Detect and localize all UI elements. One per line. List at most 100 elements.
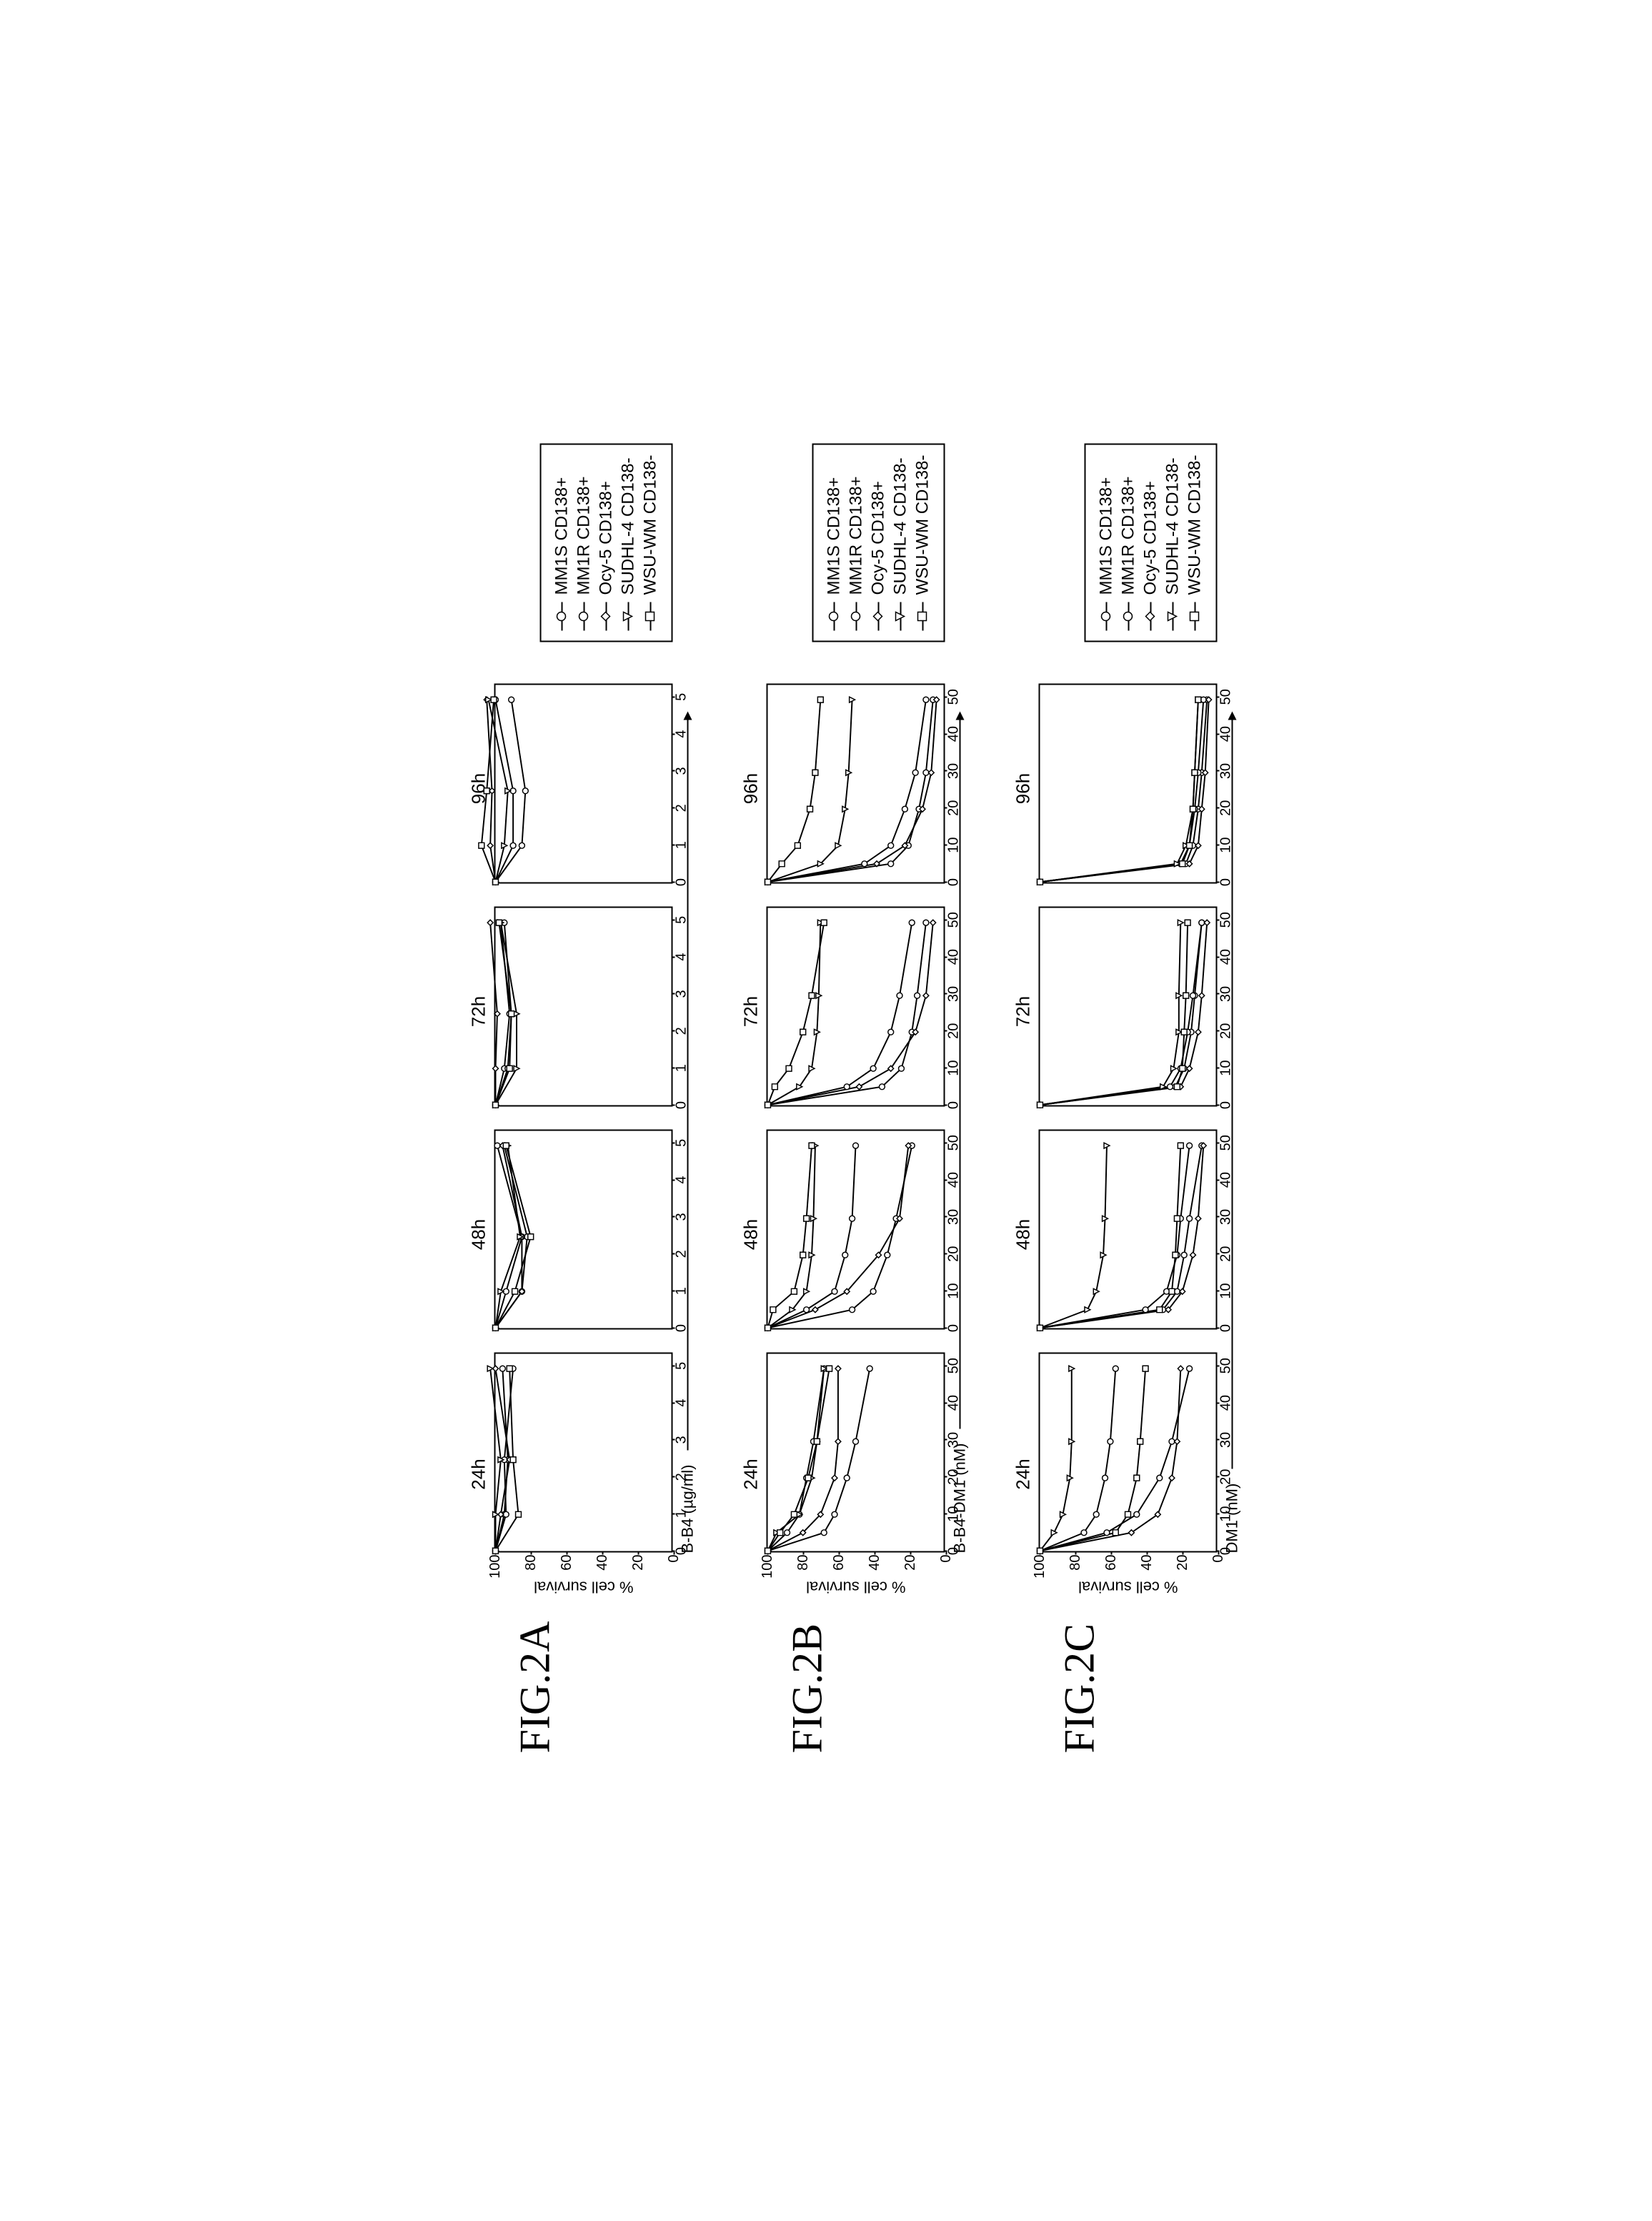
chart-area: 01020304050 <box>767 684 945 884</box>
legend-line <box>562 602 563 631</box>
chart-area: 020406080100012345 <box>494 1353 673 1553</box>
legend-label: SUDHL-4 CD138- <box>1163 457 1183 595</box>
x-axis-arrow <box>960 713 961 1429</box>
legend-line <box>856 602 857 631</box>
chart-area: 01020304050 <box>767 907 945 1107</box>
legend-line <box>1173 602 1174 631</box>
plot-svg <box>1040 1131 1216 1328</box>
plot-svg <box>496 908 672 1105</box>
plot-svg <box>496 1131 672 1328</box>
legend-line <box>878 602 880 631</box>
legend-label: WSU-WM CD138- <box>1185 455 1205 595</box>
panel-48h: 48h 012345 <box>468 1130 673 1340</box>
panels-container: 24h % cell survival 02040608010001020304… <box>1012 444 1218 1596</box>
legend-item-4: WSU-WM CD138- <box>641 455 661 631</box>
legend-label: SUDHL-4 CD138- <box>891 457 911 595</box>
plot-svg <box>768 1354 944 1551</box>
legend-item-0: MM1S CD138+ <box>552 455 572 631</box>
legend-item-2: Ocy-5 CD138+ <box>1141 455 1161 631</box>
legend-marker-tri-down <box>1163 611 1183 622</box>
legend-line <box>650 602 652 631</box>
legend-item-2: Ocy-5 CD138+ <box>869 455 889 631</box>
plot-svg <box>1040 1354 1216 1551</box>
panels-container: 24h % cell survival 02040608010001020304… <box>740 444 945 1596</box>
x-axis-arrow <box>687 713 689 1451</box>
figure-label: FIG.2B <box>740 1596 832 1754</box>
legend-item-2: Ocy-5 CD138+ <box>597 455 617 631</box>
chart-area: 01020304050 <box>1039 1130 1218 1330</box>
legend-marker-circle <box>574 611 594 622</box>
legend-line <box>606 602 607 631</box>
figure-FIG.2B: FIG.2B 24h % cell survival 0204060801000… <box>740 0 970 1754</box>
legend-label: SUDHL-4 CD138- <box>619 457 639 595</box>
x-axis-arrow <box>1232 713 1233 1469</box>
legend-label: MM1S CD138+ <box>825 477 845 595</box>
legend-marker-circle <box>1119 611 1139 622</box>
legend-line <box>1128 602 1130 631</box>
chart-area: 01020304050 <box>1039 684 1218 884</box>
panel-72h: 72h 012345 <box>468 907 673 1117</box>
panel-24h: 24h % cell survival 02040608010001020304… <box>740 1353 945 1596</box>
chart-area: 02040608010001020304050 <box>1039 1353 1218 1553</box>
y-axis-label: % cell survival <box>767 1578 945 1596</box>
panel-24h: 24h % cell survival 020406080100012345 <box>468 1353 673 1596</box>
legend: MM1S CD138+ MM1R CD138+ Ocy-5 CD138+ SUD… <box>540 444 673 642</box>
panel-title: 48h <box>740 1219 762 1250</box>
legend-line <box>1106 602 1108 631</box>
plot-svg <box>768 1131 944 1328</box>
legend-marker-square <box>913 611 933 622</box>
panel-48h: 48h 01020304050 <box>1012 1130 1218 1340</box>
legend-item-1: MM1R CD138+ <box>847 455 867 631</box>
legend-item-4: WSU-WM CD138- <box>1185 455 1205 631</box>
figure-label: FIG.2A <box>468 1596 560 1754</box>
legend-item-0: MM1S CD138+ <box>825 455 845 631</box>
legend-item-1: MM1R CD138+ <box>1119 455 1139 631</box>
legend-marker-circle <box>552 611 572 622</box>
legend: MM1S CD138+ MM1R CD138+ Ocy-5 CD138+ SUD… <box>1085 444 1218 642</box>
legend-marker-diamond <box>869 611 889 622</box>
legend-marker-tri-down <box>891 611 911 622</box>
panel-title: 72h <box>740 996 762 1027</box>
panel-title: 48h <box>1012 1219 1035 1250</box>
legend-line <box>1150 602 1152 631</box>
plot-svg <box>496 685 672 883</box>
panel-title: 96h <box>740 773 762 804</box>
chart-area: 012345 <box>494 907 673 1107</box>
chart-area: 01020304050 <box>1039 907 1218 1107</box>
panel-title: 48h <box>468 1219 490 1250</box>
legend-item-3: SUDHL-4 CD138- <box>891 455 911 631</box>
panel-title: 72h <box>468 996 490 1027</box>
chart-area: 012345 <box>494 684 673 884</box>
panel-96h: 96h 012345 <box>468 684 673 894</box>
legend: MM1S CD138+ MM1R CD138+ Ocy-5 CD138+ SUD… <box>812 444 945 642</box>
legend-item-1: MM1R CD138+ <box>574 455 594 631</box>
panel-title: 24h <box>740 1459 762 1489</box>
plot-svg <box>1040 685 1216 883</box>
legend-label: MM1S CD138+ <box>552 477 572 595</box>
legend-line <box>628 602 630 631</box>
legend-label: WSU-WM CD138- <box>913 455 933 595</box>
legend-item-0: MM1S CD138+ <box>1097 455 1117 631</box>
legend-label: MM1R CD138+ <box>1119 476 1139 595</box>
legend-line <box>1195 602 1196 631</box>
plot-svg <box>496 1354 672 1551</box>
legend-label: MM1R CD138+ <box>574 476 594 595</box>
panel-96h: 96h 01020304050 <box>1012 684 1218 894</box>
panel-72h: 72h 01020304050 <box>740 907 945 1117</box>
legend-line <box>900 602 902 631</box>
x-axis-label: B-B4-DM1 (nM) <box>951 1443 970 1553</box>
legend-marker-circle <box>1097 611 1117 622</box>
legend-marker-square <box>1185 611 1205 622</box>
figure-label: FIG.2C <box>1012 1596 1105 1754</box>
legend-marker-circle <box>825 611 845 622</box>
legend-line <box>922 602 924 631</box>
figure-FIG.2C: FIG.2C 24h % cell survival 0204060801000… <box>1012 0 1242 1754</box>
panel-title: 24h <box>468 1459 490 1489</box>
legend-item-4: WSU-WM CD138- <box>913 455 933 631</box>
panel-24h: 24h % cell survival 02040608010001020304… <box>1012 1353 1218 1596</box>
panel-72h: 72h 01020304050 <box>1012 907 1218 1117</box>
legend-line <box>584 602 585 631</box>
legend-line <box>834 602 835 631</box>
y-axis-label: % cell survival <box>494 1578 673 1596</box>
figure-body: 24h % cell survival 02040608010001020304… <box>740 444 970 1596</box>
